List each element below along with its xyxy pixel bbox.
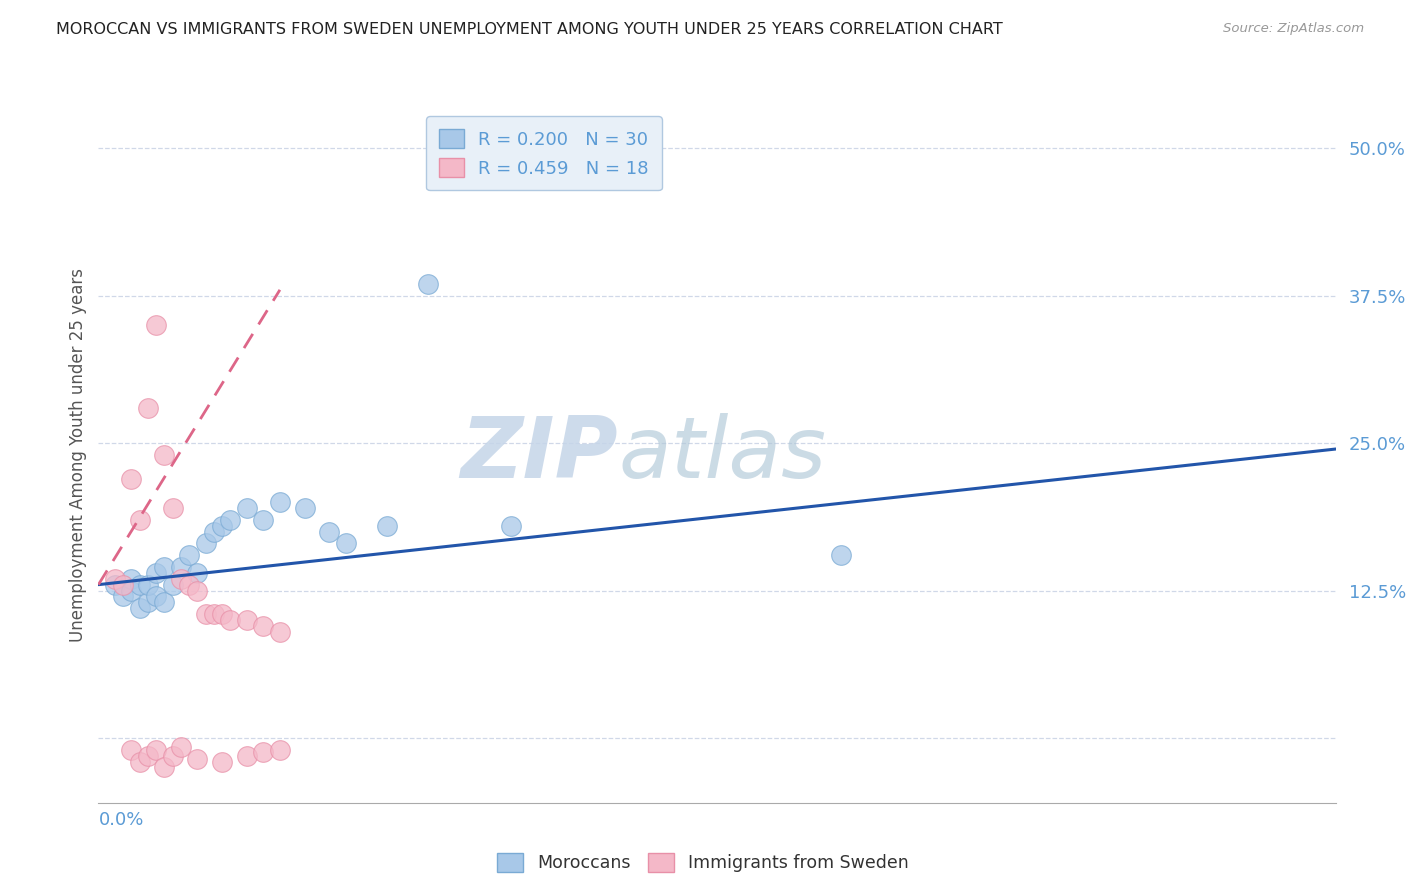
Point bbox=[128, 577, 150, 591]
Point bbox=[211, 607, 233, 621]
Point bbox=[202, 524, 225, 539]
Point bbox=[128, 601, 150, 615]
Point bbox=[186, 583, 208, 598]
Point bbox=[179, 548, 201, 562]
Point bbox=[136, 401, 159, 415]
Point bbox=[120, 572, 142, 586]
Point bbox=[145, 566, 167, 580]
Point bbox=[136, 748, 159, 763]
Point bbox=[162, 577, 184, 591]
Point bbox=[153, 595, 176, 609]
Point bbox=[145, 590, 167, 604]
Point bbox=[128, 755, 150, 769]
Point bbox=[145, 743, 167, 757]
Point bbox=[194, 536, 217, 550]
Text: Source: ZipAtlas.com: Source: ZipAtlas.com bbox=[1223, 22, 1364, 36]
Text: atlas: atlas bbox=[619, 413, 827, 497]
Point bbox=[120, 583, 142, 598]
Point bbox=[269, 743, 291, 757]
Legend: R = 0.200   N = 30, R = 0.459   N = 18: R = 0.200 N = 30, R = 0.459 N = 18 bbox=[426, 116, 662, 190]
Text: 0.0%: 0.0% bbox=[98, 811, 143, 830]
Text: ZIP: ZIP bbox=[460, 413, 619, 497]
Point bbox=[179, 577, 201, 591]
Point bbox=[318, 524, 340, 539]
Point bbox=[112, 590, 135, 604]
Point bbox=[252, 745, 274, 759]
Point bbox=[418, 277, 440, 291]
Point bbox=[128, 513, 150, 527]
Point bbox=[830, 548, 852, 562]
Y-axis label: Unemployment Among Youth under 25 years: Unemployment Among Youth under 25 years bbox=[69, 268, 87, 642]
Point bbox=[499, 518, 522, 533]
Point bbox=[269, 624, 291, 639]
Point bbox=[153, 448, 176, 462]
Point bbox=[136, 577, 159, 591]
Point bbox=[136, 595, 159, 609]
Point bbox=[186, 566, 208, 580]
Point bbox=[120, 743, 142, 757]
Point bbox=[112, 577, 135, 591]
Point bbox=[252, 513, 274, 527]
Point bbox=[219, 513, 242, 527]
Point bbox=[186, 752, 208, 766]
Text: MOROCCAN VS IMMIGRANTS FROM SWEDEN UNEMPLOYMENT AMONG YOUTH UNDER 25 YEARS CORRE: MOROCCAN VS IMMIGRANTS FROM SWEDEN UNEMP… bbox=[56, 22, 1002, 37]
Point bbox=[153, 760, 176, 774]
Point bbox=[202, 607, 225, 621]
Point bbox=[269, 495, 291, 509]
Point bbox=[211, 755, 233, 769]
Point bbox=[236, 613, 259, 627]
Point bbox=[162, 500, 184, 515]
Point bbox=[170, 560, 193, 574]
Point bbox=[375, 518, 398, 533]
Point bbox=[120, 471, 142, 485]
Point bbox=[170, 740, 193, 755]
Point bbox=[145, 318, 167, 333]
Point bbox=[153, 560, 176, 574]
Point bbox=[162, 748, 184, 763]
Legend: Moroccans, Immigrants from Sweden: Moroccans, Immigrants from Sweden bbox=[491, 846, 915, 879]
Point bbox=[335, 536, 357, 550]
Point bbox=[170, 572, 193, 586]
Point bbox=[211, 518, 233, 533]
Point bbox=[252, 619, 274, 633]
Point bbox=[236, 500, 259, 515]
Point bbox=[294, 500, 316, 515]
Point bbox=[104, 572, 127, 586]
Point bbox=[236, 748, 259, 763]
Point bbox=[194, 607, 217, 621]
Point bbox=[219, 613, 242, 627]
Point bbox=[104, 577, 127, 591]
